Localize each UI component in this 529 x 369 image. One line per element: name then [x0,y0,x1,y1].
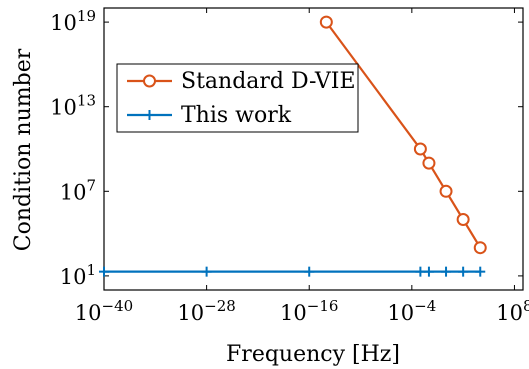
y-tick-label: 1019 [50,7,96,35]
x-axis-label: Frequency [Hz] [226,342,400,367]
x-tick-label: 10−16 [280,297,338,325]
data-point-standard-d-vie [413,142,427,156]
data-point-this-work [304,266,315,277]
axis-ticks [103,8,523,290]
data-point-this-work [99,266,109,277]
data-point-this-work [475,266,486,277]
legend: Standard D-VIE This work [116,63,359,133]
data-point-this-work [201,266,212,277]
plot-frame [103,7,524,291]
y-axis-label: Condition number [11,48,36,251]
x-tick-label: 10−40 [75,297,133,325]
data-point-standard-d-vie [439,184,453,198]
legend-box [116,63,359,133]
legend-marker-standard-dvie [143,74,156,88]
y-tick-label: 1013 [50,92,96,120]
data-point-standard-d-vie [456,213,470,226]
x-tick-label: 108 [496,297,529,325]
series-line-standard-d-vie [325,21,482,249]
data-point-standard-d-vie [473,241,487,255]
x-tick-label: 10−4 [387,297,436,325]
data-point-this-work [423,266,434,277]
y-tick-label: 101 [60,261,96,289]
data-point-this-work [458,266,469,277]
tick-labels: 10−40 10−28 10−16 10−4 108 101 107 1013 1019 [50,7,529,325]
data-point-this-work [415,266,426,277]
legend-marker-this-work [144,110,155,120]
data-point-standard-d-vie [422,156,436,170]
x-tick-label: 10−28 [177,297,235,325]
series-layer [99,15,487,277]
legend-label-this-work: This work [181,103,292,128]
data-point-this-work [441,266,452,277]
data-point-standard-d-vie [319,15,333,29]
y-tick-label: 107 [60,176,96,204]
legend-label-standard-dvie: Standard D-VIE [181,69,356,94]
